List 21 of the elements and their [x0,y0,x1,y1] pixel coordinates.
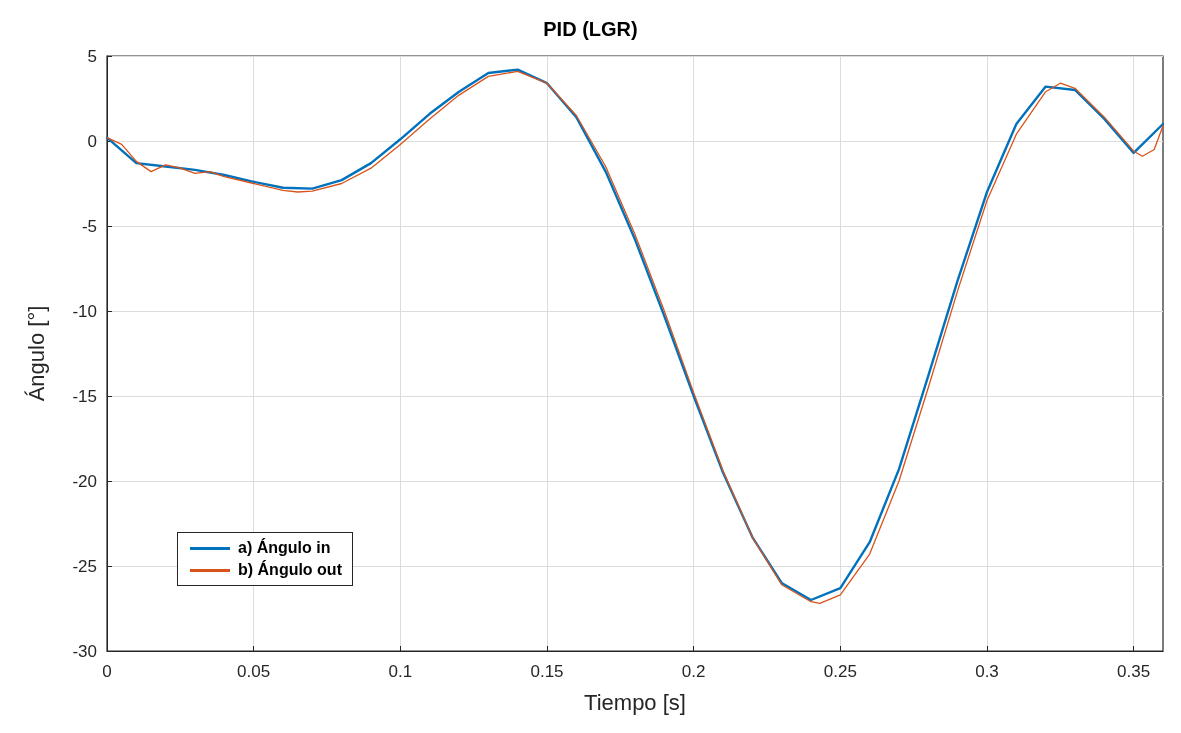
x-tick-label: 0.1 [388,662,413,681]
y-tick-label: -25 [72,556,97,576]
legend-label: a) Ángulo in [238,539,331,557]
x-tick-label: 0 [102,662,112,681]
y-tick-label: 0 [87,131,97,151]
y-axis-title: Ángulo [°] [23,305,49,402]
x-tick-label: 0.25 [823,662,857,681]
x-tick-label: 0.2 [681,662,706,681]
chart-title: PID (LGR) [543,18,638,40]
y-tick-label: -10 [72,301,97,321]
x-tick-label: 0.05 [237,662,271,681]
x-tick-label: 0.35 [1117,662,1151,681]
y-tick-label: -15 [72,386,97,406]
y-tick-label: -5 [81,216,97,236]
y-tick-label: 5 [87,46,97,66]
x-tick-label: 0.3 [975,662,999,681]
legend-label: b) Ángulo out [238,561,342,579]
x-tick-label: 0.15 [530,662,564,681]
y-tick-label: -20 [72,471,97,491]
x-axis-title: Tiempo [s] [584,689,686,715]
y-tick-label: -30 [72,641,97,661]
